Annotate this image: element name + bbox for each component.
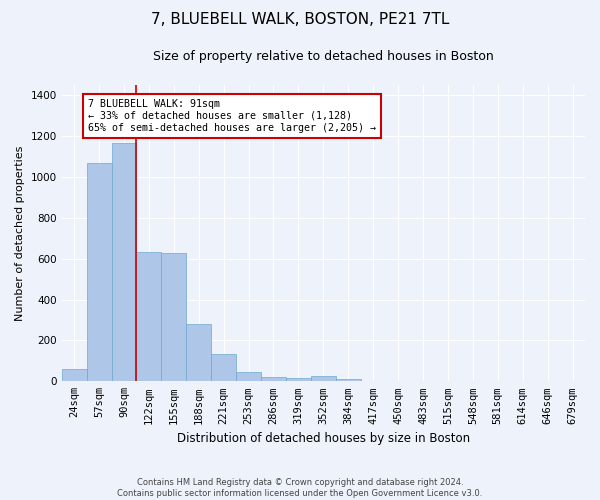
Bar — [286, 378, 311, 382]
Bar — [311, 376, 336, 382]
X-axis label: Distribution of detached houses by size in Boston: Distribution of detached houses by size … — [177, 432, 470, 445]
Bar — [86, 162, 112, 382]
Bar — [112, 143, 136, 382]
Text: 7, BLUEBELL WALK, BOSTON, PE21 7TL: 7, BLUEBELL WALK, BOSTON, PE21 7TL — [151, 12, 449, 28]
Bar — [136, 252, 161, 382]
Bar — [186, 324, 211, 382]
Title: Size of property relative to detached houses in Boston: Size of property relative to detached ho… — [153, 50, 494, 63]
Bar — [62, 368, 86, 382]
Bar — [161, 252, 186, 382]
Bar — [336, 379, 361, 382]
Text: 7 BLUEBELL WALK: 91sqm
← 33% of detached houses are smaller (1,128)
65% of semi-: 7 BLUEBELL WALK: 91sqm ← 33% of detached… — [88, 100, 376, 132]
Bar — [236, 372, 261, 382]
Y-axis label: Number of detached properties: Number of detached properties — [15, 146, 25, 321]
Text: Contains HM Land Registry data © Crown copyright and database right 2024.
Contai: Contains HM Land Registry data © Crown c… — [118, 478, 482, 498]
Bar — [211, 354, 236, 382]
Bar — [261, 377, 286, 382]
